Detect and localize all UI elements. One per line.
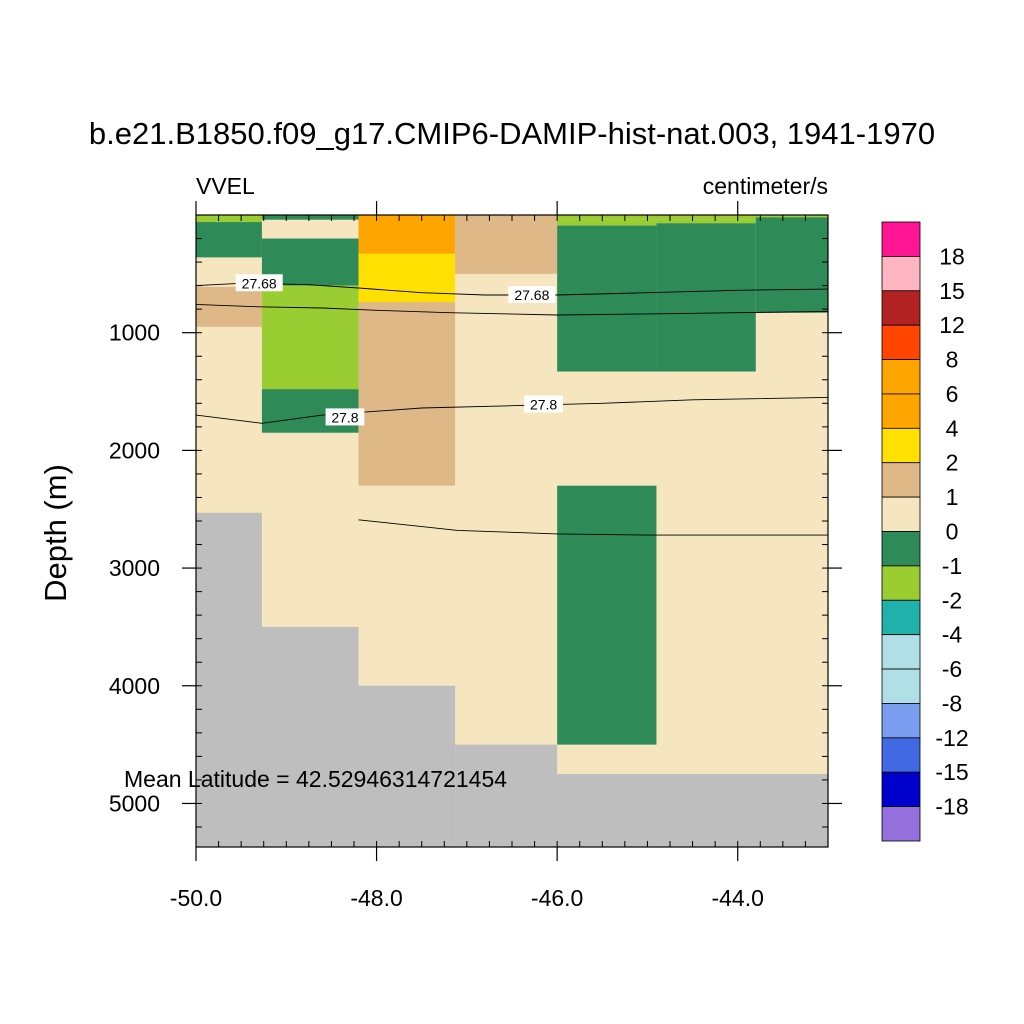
x-tick-label: -48.0 (350, 885, 402, 911)
mean-latitude-annotation: Mean Latitude = 42.52946314721454 (124, 766, 507, 792)
velocity-cell (261, 215, 359, 220)
colorbar-swatch (881, 703, 921, 739)
ocean-floor-block (557, 774, 657, 847)
plot-area: 27.68 27.68 27.8 27.8 (196, 215, 828, 847)
colorbar-label: -8 (942, 690, 962, 716)
x-tick-label: -50.0 (170, 885, 222, 911)
velocity-cell (557, 225, 657, 372)
colorbar-swatch (881, 531, 921, 567)
colorbar-label: -4 (942, 622, 963, 648)
colorbar-swatch (881, 771, 921, 808)
colorbar-swatch (881, 565, 921, 601)
velocity-cell (358, 302, 456, 486)
ocean-floor-block (656, 774, 828, 847)
colorbar-label: -15 (935, 759, 968, 785)
velocity-cell (261, 285, 359, 390)
x-tick-label: -46.0 (531, 885, 583, 911)
x-tick-label: -44.0 (711, 885, 763, 911)
colorbar-swatch (881, 221, 921, 257)
density-contour-line (358, 519, 828, 536)
contour-label-box (508, 286, 556, 304)
chart-title: b.e21.B1850.f09_g17.CMIP6-DAMIP-hist-nat… (89, 116, 935, 151)
colorbar-label: 6 (946, 381, 959, 407)
colorbar-label: 8 (946, 347, 959, 373)
velocity-cell (755, 217, 828, 313)
ocean-floor-block (358, 685, 456, 847)
contour-label: 27.68 (514, 287, 549, 303)
colorbar-swatch (881, 599, 921, 636)
colorbar-label: 15 (939, 278, 965, 304)
colorbar-label: 4 (946, 415, 959, 441)
y-axis-label: Depth (m) (38, 464, 73, 602)
colorbar-swatch (881, 806, 921, 842)
y-tick-label: 2000 (109, 437, 160, 463)
density-contours: 27.68 27.68 27.8 27.8 (196, 274, 828, 536)
colorbar-label: -18 (935, 794, 968, 820)
units-label: centimeter/s (703, 173, 828, 199)
density-contour-line (196, 303, 828, 316)
y-tick-label: 5000 (109, 790, 160, 816)
variable-label: VVEL (196, 173, 255, 199)
velocity-cell (196, 215, 262, 223)
velocity-cell (656, 223, 756, 372)
velocity-cell (358, 253, 456, 303)
y-tick-label: 3000 (109, 555, 160, 581)
contour-label-box (235, 274, 283, 292)
colorbar-label: 12 (939, 312, 965, 338)
colorbar-swatch (881, 634, 921, 670)
colorbar-label: 18 (939, 243, 965, 269)
ocean-floor-block (261, 626, 359, 847)
contour-label-box (325, 408, 365, 426)
ocean-floor-block (455, 744, 558, 847)
velocity-cell (196, 222, 262, 258)
colorbar-swatch (881, 737, 921, 773)
colorbar-label: -12 (935, 725, 968, 751)
contour-label: 27.68 (242, 275, 277, 291)
colorbar-swatch (881, 427, 921, 464)
ocean-floor-mask (196, 512, 828, 847)
colorbar-swatch (881, 324, 921, 360)
colorbar-swatch (881, 462, 921, 498)
axes: -50.0 -48.0 -46.0 -44.0 1000 2000 3000 4000 5000 (109, 201, 842, 911)
velocity-cell (455, 215, 558, 274)
colorbar-label: -6 (942, 656, 962, 682)
colorbar-label: -1 (942, 553, 962, 579)
colorbar-label: 2 (946, 450, 959, 476)
velocity-cell (557, 219, 657, 226)
velocity-cell (656, 219, 756, 224)
colorbar-label: 1 (946, 484, 959, 510)
velocity-cell (557, 485, 657, 745)
y-tick-label: 1000 (109, 320, 160, 346)
velocity-cell (358, 215, 456, 254)
contour-label: 27.8 (331, 409, 358, 425)
colorbar-swatch (881, 255, 921, 292)
colorbar-swatch (881, 393, 921, 429)
colorbar-swatch (881, 496, 921, 532)
colorbar-label: -2 (942, 587, 962, 613)
colorbar: 18 15 12 8 6 4 2 1 0 -1 -2 -4 -6 -8 -12 -15 -18 (881, 221, 969, 842)
contour-label: 27.8 (530, 396, 557, 412)
density-contour-line (196, 396, 828, 424)
colorbar-label: 0 (946, 519, 959, 545)
colorbar-swatch (881, 668, 921, 704)
contour-label-box (524, 395, 563, 413)
colorbar-swatch (881, 359, 921, 395)
ocean-floor-block (196, 512, 262, 847)
colorbar-swatch (881, 290, 921, 326)
y-tick-label: 4000 (109, 673, 160, 699)
